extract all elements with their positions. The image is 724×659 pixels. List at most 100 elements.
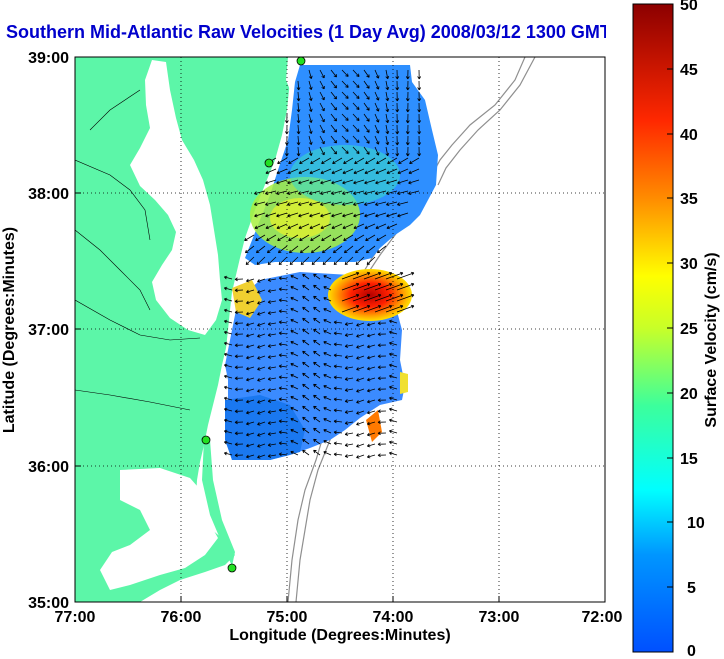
velocity-arrow [267,432,277,436]
velocity-arrow [278,309,288,314]
velocity-arrow [223,440,233,445]
velocity-arrow [257,300,266,305]
colorbar-tick-label: 35 [680,191,698,208]
velocity-arrow [352,91,360,100]
velocity-arrow [223,308,233,313]
velocity-arrow [308,69,313,79]
velocity-arrow [377,453,387,458]
velocity-arrow [277,234,288,242]
velocity-arrow [302,284,310,291]
velocity-arrow [278,276,288,281]
velocity-arrow [298,179,310,185]
velocity-arrow [417,124,422,135]
velocity-arrow [308,80,313,90]
velocity-arrow [223,330,233,335]
velocity-arrow [363,282,382,291]
velocity-arrow [255,234,266,242]
colorbar-tick-label: 45 [680,62,698,79]
velocity-arrow [367,388,376,393]
velocity-arrow [310,157,321,164]
velocity-arrow [287,179,299,185]
velocity-zone-west [232,280,262,318]
velocity-arrow [257,311,266,316]
velocity-arrow [375,223,387,230]
velocity-arrow [341,102,349,110]
velocity-arrow [290,351,299,357]
velocity-arrow [223,352,233,357]
velocity-arrow [290,417,299,423]
velocity-arrow [276,190,288,195]
velocity-arrow [267,344,277,348]
y-tick-label: 38:00 [28,186,69,203]
velocity-arrow [367,355,376,360]
velocity-arrow [385,91,390,102]
velocity-arrow [367,410,376,415]
velocity-arrow [367,432,376,437]
velocity-arrow [408,179,420,185]
velocity-arrow [257,388,266,393]
velocity-arrow [344,432,354,436]
velocity-arrow [223,275,233,280]
velocity-arrow [296,146,301,157]
velocity-arrow [344,421,354,425]
velocity-arrow [376,234,387,242]
velocity-arrow [290,307,299,313]
velocity-arrow [377,431,387,436]
velocity-arrow [278,441,288,446]
velocity-arrow [256,256,266,266]
x-tick-label: 75:00 [267,609,308,626]
velocity-arrow [341,304,360,313]
velocity-arrow [355,256,365,266]
colorbar-tick-label: 0 [687,643,696,659]
velocity-arrow [234,310,244,315]
velocity-arrow [367,454,376,459]
velocity-arrow [302,449,310,456]
velocity-arrow [331,223,343,230]
velocity-arrow [352,135,360,144]
velocity-arrow [395,124,400,135]
velocity-arrow [342,168,354,175]
velocity-arrow [302,416,310,423]
velocity-arrow [363,304,382,313]
velocity-arrow [341,282,360,291]
velocity-arrow [257,454,266,459]
velocity-arrow [374,91,380,101]
velocity-arrow [245,256,255,266]
velocity-arrow [246,311,255,316]
velocity-arrow [385,146,390,157]
velocity-arrow [276,179,288,185]
velocity-arrow [374,271,393,280]
velocity-arrow [265,168,277,175]
velocity-arrow [296,102,301,113]
velocity-arrow [278,342,288,347]
velocity-arrow [278,375,288,380]
velocity-arrow [313,427,321,434]
velocity-arrow [330,69,337,78]
velocity-arrow [353,223,365,230]
velocity-arrow [288,234,299,242]
velocity-arrow [363,124,370,133]
velocity-arrow [234,343,244,348]
velocity-arrow [396,293,415,302]
velocity-arrow [302,438,310,445]
velocity-arrow [234,442,244,447]
velocity-arrow [323,428,332,434]
velocity-arrow [344,443,354,447]
velocity-arrow [377,365,387,370]
velocity-arrow [417,80,422,91]
velocity-arrow [296,135,301,146]
velocity-arrow [375,201,387,206]
velocity-arrow [405,80,410,91]
velocity-arrow [352,293,371,302]
velocity-arrow [356,377,365,382]
velocity-arrow [385,282,404,291]
velocity-arrow [288,157,299,164]
velocity-arrow [395,102,400,113]
velocity-arrow [356,344,365,349]
velocity-arrow [363,293,382,302]
x-tick-label: 76:00 [161,609,202,626]
velocity-arrow [244,245,255,254]
colorbar-tick-label: 40 [680,127,698,144]
station-marker [227,563,237,573]
velocity-arrow [257,366,266,371]
